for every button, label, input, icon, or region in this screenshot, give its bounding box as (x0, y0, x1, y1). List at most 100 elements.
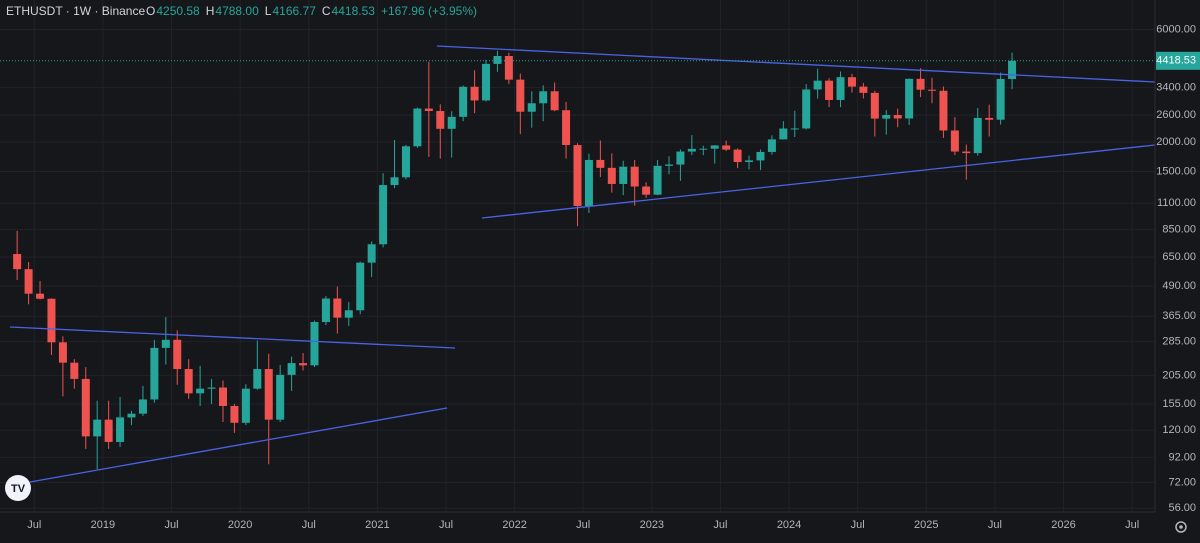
y-tick-label: 285.00 (1162, 336, 1196, 348)
candle-body (664, 164, 673, 166)
quote-change: +167.96 (+3.95%) (381, 4, 477, 18)
y-tick-label: 2000.00 (1156, 136, 1196, 148)
x-tick-label: 2026 (1051, 519, 1075, 531)
header: ETHUSDT · 1W · Binance O 4250.58 H 4788.00 L… (6, 4, 477, 18)
candle-body (264, 369, 273, 420)
candle-body (882, 115, 891, 119)
quote-value: 4418.53 (332, 4, 376, 18)
candle-body (687, 148, 696, 152)
candle-body (482, 63, 491, 101)
candle-body (401, 146, 410, 178)
candle-body (13, 254, 22, 270)
x-tick-label: 2022 (502, 519, 526, 531)
candle-body (710, 145, 719, 149)
candle-body (138, 399, 147, 414)
candle-body (436, 111, 445, 129)
candle-body (24, 269, 33, 294)
candle-body (161, 339, 170, 348)
symbol: ETHUSDT · 1W · Binance (6, 4, 145, 18)
candle-body (985, 117, 994, 120)
candle-body (939, 90, 948, 131)
candle-body (333, 298, 342, 318)
y-tick-label: 2600.00 (1156, 109, 1196, 121)
last-price-label: 4418.53 (1156, 55, 1196, 67)
candle-body (996, 78, 1005, 120)
candle-body (390, 177, 399, 186)
candle-body (584, 159, 593, 206)
candle-body (344, 310, 353, 318)
y-tick-label: 56.00 (1168, 502, 1196, 514)
candle-body (813, 80, 822, 90)
candle-body (905, 78, 914, 119)
candle-body (81, 378, 90, 437)
y-tick-label: 1100.00 (1157, 197, 1196, 209)
candle-body (790, 128, 799, 130)
candle-body (550, 91, 559, 111)
y-tick-label: 1500.00 (1156, 165, 1196, 177)
candle-body (1008, 60, 1017, 79)
candle-body (447, 116, 456, 129)
candle-body (527, 103, 536, 112)
candle-body (367, 244, 376, 263)
settings-button[interactable] (1175, 521, 1187, 533)
candle-body (756, 151, 765, 161)
y-tick-label: 155.00 (1162, 398, 1196, 410)
candle-body (36, 293, 45, 299)
candle-body (950, 130, 959, 152)
x-tick-label: Jul (165, 519, 179, 531)
last-price-box (1156, 51, 1200, 70)
x-tick-label: Jul (439, 519, 453, 531)
candle-body (779, 128, 788, 140)
candle-body (573, 145, 582, 206)
candle-body (653, 165, 662, 195)
candle-body (356, 262, 365, 311)
y-tick-label: 650.00 (1162, 251, 1196, 263)
quote-value: 4166.77 (272, 4, 316, 18)
candle-body (539, 91, 548, 104)
x-tick-label: 2023 (640, 519, 664, 531)
candle-body (767, 139, 776, 152)
svg-text:TV: TV (11, 483, 26, 495)
candle-body (802, 89, 811, 129)
candle-body (230, 405, 239, 423)
y-tick-label: 6000.00 (1156, 23, 1196, 35)
candle-body (299, 363, 308, 366)
quote-key: C (322, 4, 331, 18)
quote-key: O (146, 4, 155, 18)
candle-body (424, 108, 433, 112)
candle-body (607, 167, 616, 184)
candle-body (173, 339, 182, 370)
y-tick-label: 120.00 (1162, 424, 1196, 436)
y-tick-label: 3400.00 (1156, 82, 1196, 94)
candle-body (253, 369, 262, 389)
quote-key: L (265, 4, 272, 18)
candle-body (70, 362, 79, 379)
y-tick-label: 365.00 (1162, 310, 1196, 322)
candle-body (310, 322, 319, 366)
candle-body (459, 86, 468, 117)
y-tick-label: 72.00 (1168, 476, 1196, 488)
candle-body (207, 387, 216, 389)
candle-body (847, 77, 856, 87)
axes: 6000.00 3400.00 2600.00 2000.00 1500.00 1100.… (0, 23, 1200, 531)
y-tick-label: 850.00 (1162, 224, 1196, 236)
candles (13, 50, 1017, 470)
candle-body (287, 363, 296, 375)
y-tick-label: 205.00 (1162, 369, 1196, 381)
candle-body (321, 298, 330, 323)
trend-line (436, 45, 1156, 83)
candle-body (676, 151, 685, 165)
x-tick-label: Jul (576, 519, 590, 531)
x-tick-label: 2025 (914, 519, 938, 531)
candle-body (276, 374, 285, 420)
candle-body (916, 78, 925, 90)
candle-body (493, 55, 502, 64)
tv-logo: TV (5, 475, 31, 501)
y-tick-label: 490.00 (1162, 280, 1196, 292)
x-tick-label: Jul (851, 519, 865, 531)
candle-body (596, 159, 605, 168)
candle-body (733, 149, 742, 163)
candle-body (184, 369, 193, 394)
